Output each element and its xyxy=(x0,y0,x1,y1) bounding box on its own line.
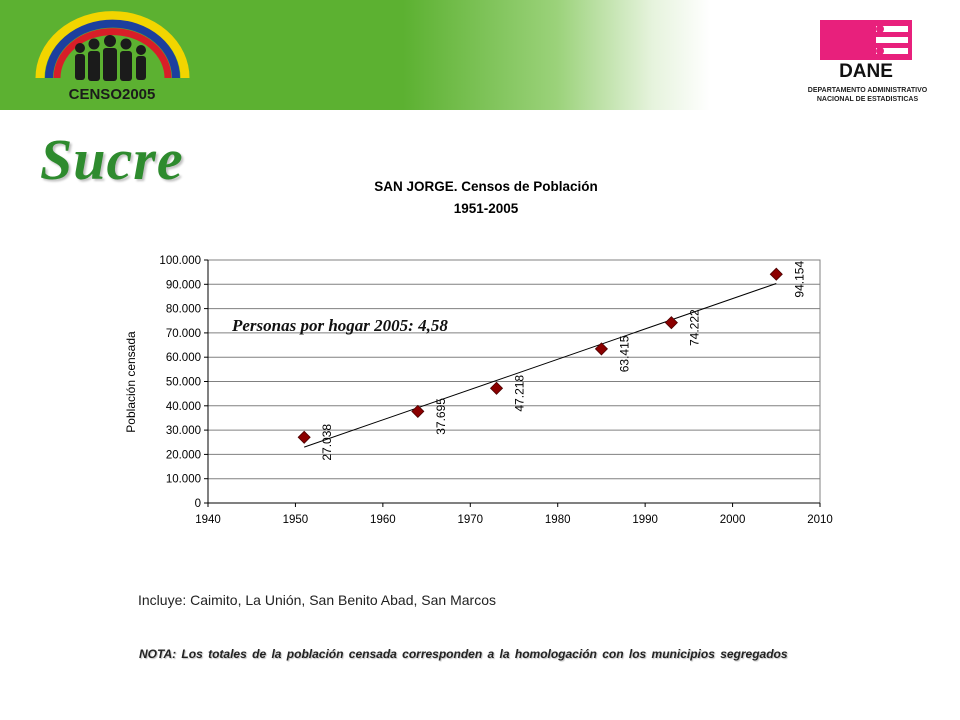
censo-2005-logo: CENSO2005 xyxy=(35,11,190,103)
data-point-marker xyxy=(297,430,311,444)
y-tick-label: 80.000 xyxy=(166,304,201,316)
y-tick-label: 60.000 xyxy=(166,352,201,364)
x-tick-label: 1970 xyxy=(457,514,483,526)
y-tick-label: 70.000 xyxy=(166,328,201,340)
data-point-marker xyxy=(769,267,783,281)
note-text: NOTA: Los totales de la población censad… xyxy=(139,647,788,661)
chart-subtitle: 1951-2005 xyxy=(454,201,519,216)
household-annotation: Personas por hogar 2005: 4,58 xyxy=(231,316,448,335)
markers-layer xyxy=(297,267,783,444)
data-point-marker xyxy=(594,342,608,356)
data-label: 63.415 xyxy=(617,335,631,372)
x-tick-label: 1990 xyxy=(632,514,658,526)
chart-title: SAN JORGE. Censos de Población xyxy=(374,179,598,194)
x-tick-label: 2000 xyxy=(720,514,746,526)
data-label: 27.038 xyxy=(320,424,334,461)
y-tick-label: 0 xyxy=(195,498,201,510)
includes-text: Incluye: Caimito, La Unión, San Benito A… xyxy=(138,592,496,608)
grid-lines xyxy=(208,283,820,480)
axis-layer: 0 10.000 20.000 30.000 40.000 50.000 60.000 70.… xyxy=(159,255,832,526)
y-tick-label: 10.000 xyxy=(166,474,201,486)
data-label: 74.222 xyxy=(687,309,701,346)
dane-logo: DANE xyxy=(820,20,912,80)
x-tick-label: 1980 xyxy=(545,514,571,526)
y-tick-label: 30.000 xyxy=(166,425,201,437)
y-tick-label: 90.000 xyxy=(166,279,201,291)
y-tick-label: 20.000 xyxy=(166,449,201,461)
data-label: 94.154 xyxy=(792,261,806,298)
data-labels-layer: 27.038 37.695 47.218 63.415 74.222 94.154 xyxy=(320,261,806,461)
data-point-marker xyxy=(411,404,425,418)
dane-subtitle-line2: NACIONAL DE ESTADISTICAS xyxy=(816,96,919,103)
x-tick-label: 2010 xyxy=(807,514,833,526)
dane-subtitle: DEPARTAMENTO ADMINISTRATIVO NACIONAL DE … xyxy=(790,86,945,104)
dane-subtitle-line1: DEPARTAMENTO ADMINISTRATIVO xyxy=(807,87,928,94)
trendline xyxy=(304,283,777,448)
data-label: 47.218 xyxy=(513,375,527,412)
censo-logo-text: CENSO2005 xyxy=(69,86,156,103)
y-axis-label: Población censada xyxy=(124,331,138,433)
population-chart: SAN JORGE. Censos de Población 1951-2005… xyxy=(124,179,833,526)
data-point-marker xyxy=(664,316,678,330)
x-tick-label: 1950 xyxy=(283,514,309,526)
x-tick-label: 1960 xyxy=(370,514,396,526)
y-tick-label: 50.000 xyxy=(166,377,201,389)
y-tick-label: 40.000 xyxy=(166,401,201,413)
x-tick-label: 1940 xyxy=(195,514,221,526)
y-tick-label: 100.000 xyxy=(159,255,201,267)
data-point-marker xyxy=(489,381,504,395)
data-label: 37.695 xyxy=(434,398,448,435)
dane-logo-text: DANE xyxy=(839,61,893,80)
trendline-layer xyxy=(304,283,777,448)
page-title: Sucre xyxy=(40,127,184,192)
